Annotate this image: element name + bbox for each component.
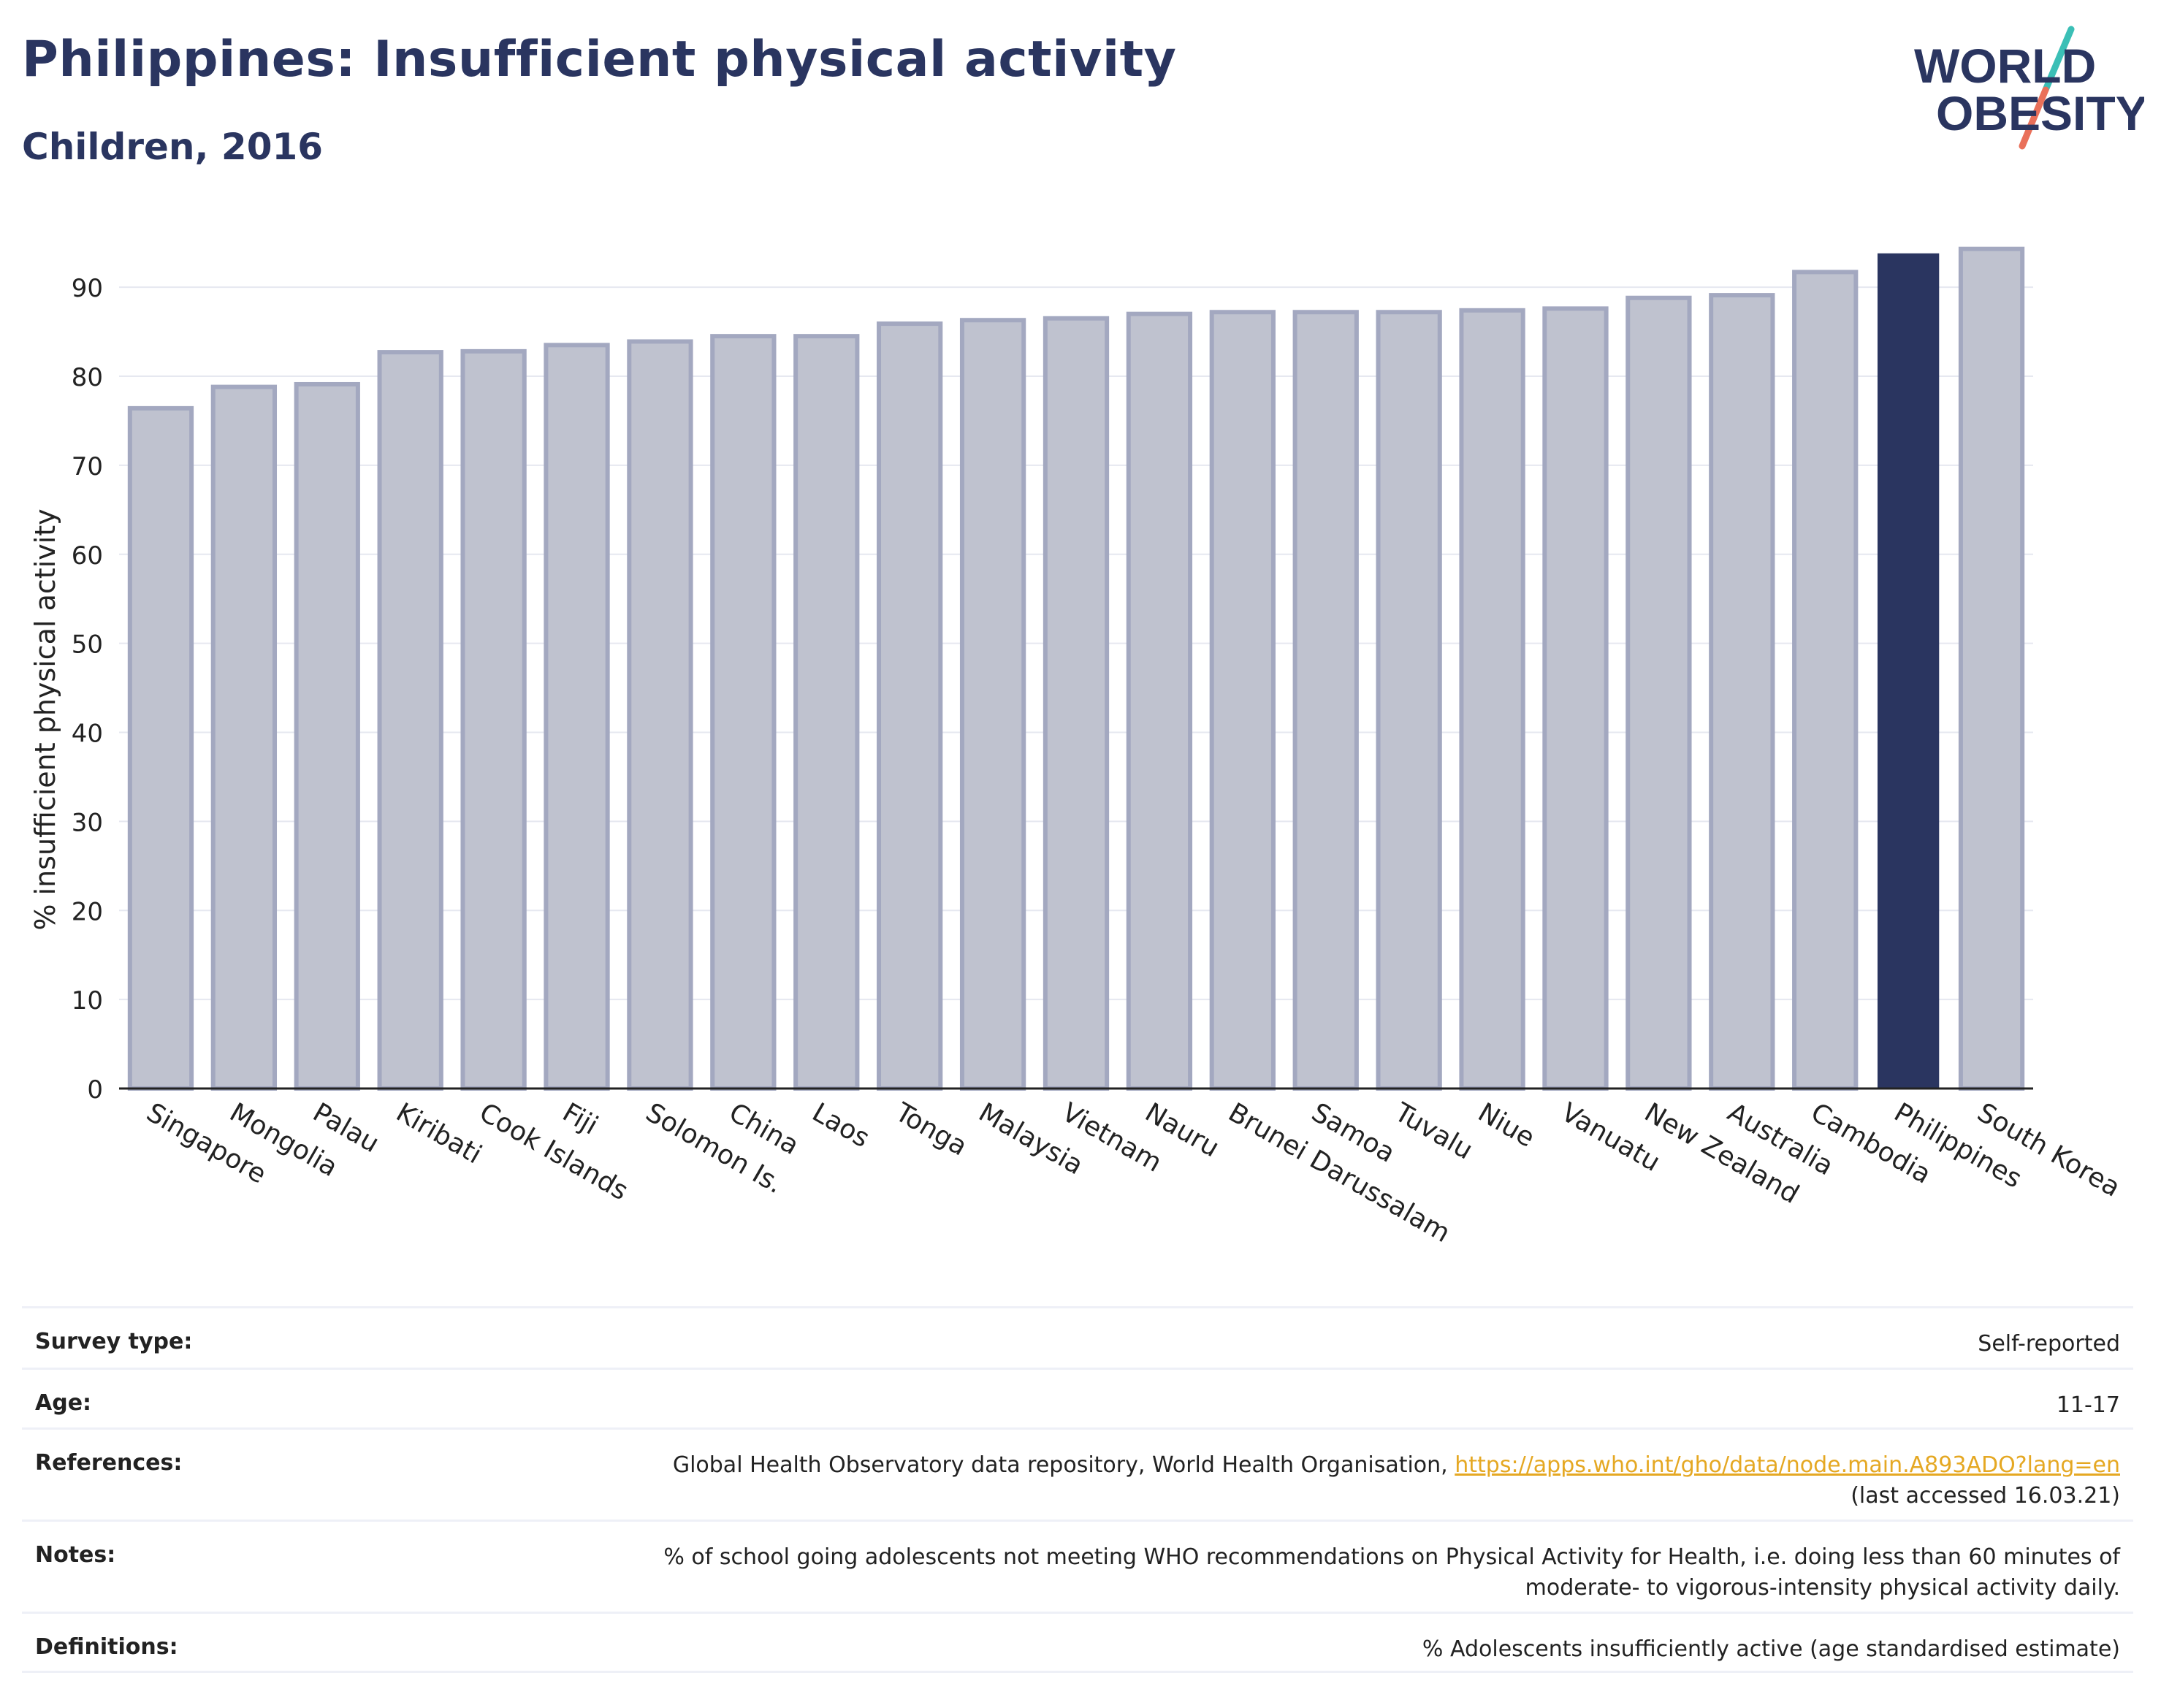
info-row-definitions: Definitions: % Adolescents insufficientl… <box>22 1612 2133 1673</box>
bar <box>377 350 443 1091</box>
bar <box>959 318 1026 1091</box>
survey-type-label: Survey type: <box>35 1329 193 1354</box>
bar <box>710 334 777 1091</box>
survey-type-value: Self-reported <box>1978 1331 2120 1357</box>
age-value: 11-17 <box>2056 1392 2120 1418</box>
bar <box>793 334 860 1091</box>
bar <box>544 343 610 1091</box>
y-tick-label: 80 <box>72 363 103 392</box>
y-tick-label: 10 <box>72 986 103 1015</box>
info-row-survey-type: Survey type: Self-reported <box>22 1306 2133 1368</box>
bar-chart: 0 10 20 30 40 50 60 70 80 90 SingaporeMongoliaPal… <box>29 246 2125 1248</box>
bar <box>1625 295 1692 1091</box>
y-tick-label: 40 <box>72 720 103 749</box>
bar <box>1376 310 1442 1091</box>
world-obesity-logo: WORLD OBESITY <box>1914 26 2144 150</box>
notes-label: Notes: <box>35 1542 116 1568</box>
bar <box>1126 311 1193 1091</box>
bar <box>210 384 278 1091</box>
x-tick-label: Kiribati <box>391 1097 487 1170</box>
bar <box>1209 310 1276 1091</box>
y-tick-label: 90 <box>72 274 103 303</box>
references-accessed: (last accessed 16.03.21) <box>1851 1483 2120 1509</box>
bar <box>1792 270 1859 1091</box>
x-tick-label: Cook Islands <box>474 1097 633 1206</box>
references-text: Global Health Observatory data repositor… <box>672 1452 1448 1478</box>
bar <box>627 339 693 1091</box>
bar <box>1459 308 1525 1091</box>
bar <box>1709 293 1775 1091</box>
bar <box>877 321 943 1091</box>
bars <box>127 246 2025 1091</box>
notes-line2: moderate- to vigorous-intensity physical… <box>1525 1575 2120 1601</box>
y-tick-label: 20 <box>72 897 103 926</box>
logo-slash-top <box>2042 26 2075 94</box>
bar <box>127 405 194 1091</box>
y-tick-labels: 0 10 20 30 40 50 60 70 80 90 <box>72 274 103 1105</box>
bar <box>1877 253 1940 1089</box>
y-tick-label: 50 <box>72 630 103 660</box>
logo-slash-bottom <box>2019 86 2049 150</box>
notes-value: % of school going adolescents not meetin… <box>663 1542 2120 1604</box>
x-tick-label: Niue <box>1473 1097 1539 1153</box>
x-tick-label: Fiji <box>557 1097 603 1141</box>
y-tick-label: 0 <box>87 1075 103 1105</box>
y-tick-label: 70 <box>72 452 103 481</box>
info-row-age: Age: 11-17 <box>22 1368 2133 1427</box>
bar <box>1043 316 1110 1091</box>
references-link[interactable]: https://apps.who.int/gho/data/node.main.… <box>1455 1452 2120 1478</box>
logo-line1: WORLD <box>1914 39 2096 93</box>
definitions-value: % Adolescents insufficiently active (age… <box>1422 1636 2120 1662</box>
y-tick-label: 60 <box>72 541 103 571</box>
definitions-label: Definitions: <box>35 1634 178 1660</box>
info-row-references: References: Global Health Observatory da… <box>22 1427 2133 1520</box>
references-label: References: <box>35 1450 183 1476</box>
y-axis-label: % insufficient physical activity <box>29 508 61 930</box>
x-tick-label: Tonga <box>890 1097 972 1162</box>
chart-subtitle: Children, 2016 <box>22 126 324 168</box>
info-table: Survey type: Self-reported Age: 11-17 Re… <box>22 1306 2133 1673</box>
chart-title: Philippines: Insufficient physical activ… <box>22 31 1177 88</box>
logo-line2: OBESITY <box>1936 86 2144 140</box>
x-tick-label: Laos <box>807 1097 874 1154</box>
y-tick-label: 30 <box>72 808 103 837</box>
bar <box>294 381 360 1091</box>
bar <box>1958 246 2025 1091</box>
info-row-notes: Notes: % of school going adolescents not… <box>22 1520 2133 1612</box>
bar <box>1542 306 1609 1091</box>
references-value: Global Health Observatory data repositor… <box>673 1450 2120 1511</box>
x-tick-label: Tuvalu <box>1389 1097 1477 1166</box>
bar <box>1292 310 1359 1091</box>
bar <box>460 348 527 1091</box>
age-label: Age: <box>35 1390 92 1416</box>
notes-line1: % of school going adolescents not meetin… <box>663 1544 2120 1570</box>
